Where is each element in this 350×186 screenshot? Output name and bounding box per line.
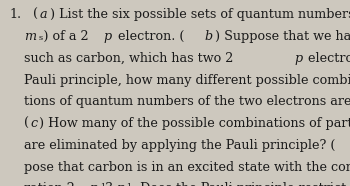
Text: p: p — [90, 182, 98, 186]
Text: Pauli principle, how many different possible combina-: Pauli principle, how many different poss… — [24, 74, 350, 87]
Text: ₛ) of a 2: ₛ) of a 2 — [40, 30, 89, 43]
Text: (: ( — [33, 8, 38, 21]
Text: 1.: 1. — [10, 8, 22, 21]
Text: ¹. Does the Pauli principle restrict the choice: ¹. Does the Pauli principle restrict the… — [127, 182, 350, 186]
Text: (: ( — [24, 117, 29, 130]
Text: p: p — [104, 30, 112, 43]
Text: a: a — [40, 8, 47, 21]
Text: ¹3: ¹3 — [100, 182, 113, 186]
Text: electrons. Ignoring the: electrons. Ignoring the — [304, 52, 350, 65]
Text: ) Suppose that we have an atom: ) Suppose that we have an atom — [215, 30, 350, 43]
Text: p: p — [294, 52, 302, 65]
Text: tions of quantum numbers of the two electrons are there?: tions of quantum numbers of the two elec… — [24, 95, 350, 108]
Text: ) How many of the possible combinations of part (: ) How many of the possible combinations … — [40, 117, 350, 130]
Text: pose that carbon is in an excited state with the configu-: pose that carbon is in an excited state … — [24, 161, 350, 174]
Text: c: c — [30, 117, 37, 130]
Text: p: p — [117, 182, 125, 186]
Text: electron. (: electron. ( — [114, 30, 184, 43]
Text: ration 2: ration 2 — [24, 182, 75, 186]
Text: m: m — [24, 30, 36, 43]
Text: such as carbon, which has two 2: such as carbon, which has two 2 — [24, 52, 233, 65]
Text: ) List the six possible sets of quantum numbers (: ) List the six possible sets of quantum … — [50, 8, 350, 21]
Text: are eliminated by applying the Pauli principle? (: are eliminated by applying the Pauli pri… — [24, 139, 335, 152]
Text: b: b — [205, 30, 213, 43]
